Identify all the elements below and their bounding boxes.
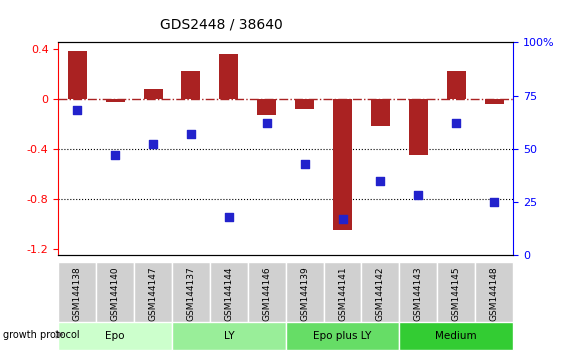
Text: GDS2448 / 38640: GDS2448 / 38640 [160, 18, 283, 32]
Point [224, 214, 233, 219]
Point [375, 178, 385, 183]
FancyBboxPatch shape [475, 262, 513, 326]
FancyBboxPatch shape [286, 322, 399, 350]
FancyBboxPatch shape [324, 262, 361, 326]
Point [451, 120, 461, 126]
Text: GSM144141: GSM144141 [338, 267, 347, 321]
Point [262, 120, 271, 126]
FancyBboxPatch shape [58, 322, 172, 350]
Text: Epo: Epo [106, 331, 125, 341]
FancyBboxPatch shape [248, 262, 286, 326]
Point [72, 108, 82, 113]
Text: GSM144148: GSM144148 [490, 267, 498, 321]
Text: GSM144145: GSM144145 [452, 267, 461, 321]
Bar [333, 99, 352, 230]
Bar [106, 99, 125, 102]
Text: LY: LY [223, 331, 234, 341]
Text: GSM144146: GSM144146 [262, 267, 271, 321]
FancyBboxPatch shape [134, 262, 172, 326]
Text: GSM144143: GSM144143 [414, 267, 423, 321]
Bar [409, 99, 428, 155]
Text: GSM144147: GSM144147 [149, 267, 157, 321]
Text: GSM144138: GSM144138 [73, 267, 82, 321]
Text: Medium: Medium [436, 331, 477, 341]
Text: GSM144142: GSM144142 [376, 267, 385, 321]
Text: GSM144144: GSM144144 [224, 267, 233, 321]
Text: GSM144137: GSM144137 [187, 267, 195, 321]
Bar [484, 99, 504, 104]
FancyBboxPatch shape [172, 322, 286, 350]
Bar [181, 71, 201, 99]
Bar [143, 89, 163, 99]
FancyBboxPatch shape [399, 262, 437, 326]
FancyBboxPatch shape [172, 262, 210, 326]
FancyBboxPatch shape [286, 262, 324, 326]
Point [300, 161, 309, 166]
FancyBboxPatch shape [437, 262, 475, 326]
Point [489, 199, 498, 205]
Text: GSM144139: GSM144139 [300, 267, 309, 321]
Point [110, 152, 120, 158]
Bar [371, 99, 390, 126]
Point [148, 142, 157, 147]
Text: Epo plus LY: Epo plus LY [313, 331, 372, 341]
Bar [257, 99, 276, 115]
Bar [447, 71, 466, 99]
Point [413, 193, 423, 198]
FancyBboxPatch shape [361, 262, 399, 326]
FancyBboxPatch shape [96, 262, 134, 326]
FancyBboxPatch shape [399, 322, 513, 350]
Point [338, 216, 347, 222]
Bar [219, 54, 238, 99]
Text: GSM144140: GSM144140 [111, 267, 120, 321]
FancyBboxPatch shape [210, 262, 248, 326]
Bar [295, 99, 314, 109]
Point [187, 131, 196, 137]
Bar [68, 51, 87, 99]
FancyBboxPatch shape [58, 262, 96, 326]
Text: growth protocol: growth protocol [3, 330, 79, 339]
